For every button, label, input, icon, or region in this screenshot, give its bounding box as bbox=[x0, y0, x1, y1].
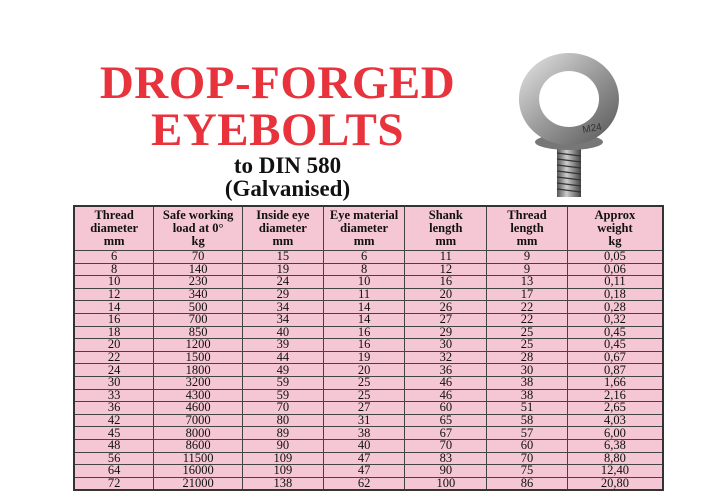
column-header-line: Approx bbox=[594, 208, 636, 222]
column-header-line: diameter bbox=[340, 221, 389, 235]
column-header: Thread diameter mm bbox=[73, 205, 155, 251]
subtitle-finish: (Galvanised) bbox=[224, 176, 351, 201]
table-row: 14 500 34 14 26 22 0,28 bbox=[73, 300, 664, 314]
table-cell: 42 bbox=[73, 413, 155, 428]
table-cell: 20,80 bbox=[566, 476, 664, 491]
column-header: Eye material diameter mm bbox=[322, 205, 406, 251]
table-cell: 140 bbox=[153, 262, 243, 277]
table-cell: 138 bbox=[241, 476, 324, 491]
table-row: 24 1800 49 20 36 30 0,87 bbox=[73, 363, 664, 377]
table-cell: 86 bbox=[486, 476, 568, 491]
table-cell: 100 bbox=[404, 476, 488, 491]
table-cell: 62 bbox=[322, 476, 406, 491]
column-header-line: mm bbox=[272, 234, 294, 248]
table-cell: 58 bbox=[486, 413, 568, 428]
table-header-row: Thread diameter mm Safe working load at 0° kg… bbox=[73, 205, 664, 251]
column-header: Thread length mm bbox=[486, 205, 568, 251]
table-row: 22 1500 44 19 32 28 0,67 bbox=[73, 350, 664, 365]
column-header-line: load at 0° bbox=[172, 221, 224, 235]
table-row: 72 21000 138 62 100 86 20,80 bbox=[73, 476, 664, 491]
table-row: 12 340 29 11 20 17 0,18 bbox=[73, 287, 664, 302]
table-cell: 17 bbox=[486, 287, 568, 302]
table-cell: 8600 bbox=[153, 438, 243, 453]
table-row: 6 70 15 6 11 9 0,05 bbox=[73, 250, 664, 264]
eyebolt-marking: M24 bbox=[582, 122, 603, 136]
column-header: Safe working load at 0° kg bbox=[153, 205, 243, 251]
column-header-line: mm bbox=[353, 234, 375, 248]
table-cell: 8,80 bbox=[566, 451, 664, 466]
table-cell: 44 bbox=[241, 350, 324, 365]
table-cell: 72 bbox=[73, 476, 155, 491]
table-cell: 1500 bbox=[153, 350, 243, 365]
table-row: 42 7000 80 31 65 58 4,03 bbox=[73, 413, 664, 428]
table-cell: 0,05 bbox=[566, 250, 664, 264]
table-cell: 12 bbox=[73, 287, 155, 302]
table-cell: 0,67 bbox=[566, 350, 664, 365]
table-row: 20 1200 39 16 30 25 0,45 bbox=[73, 338, 664, 352]
column-header: Inside eye diameter mm bbox=[241, 205, 324, 251]
table-row: 16 700 34 14 27 22 0,32 bbox=[73, 312, 664, 327]
column-header-line: kg bbox=[191, 234, 205, 248]
table-cell: 47 bbox=[322, 451, 406, 466]
table-cell: 340 bbox=[153, 287, 243, 302]
table-cell: 29 bbox=[241, 287, 324, 302]
subtitle-standard: to DIN 580 bbox=[233, 153, 342, 178]
table-cell: 0,28 bbox=[566, 300, 664, 314]
table-cell: 0,45 bbox=[566, 338, 664, 352]
table-cell: 4,03 bbox=[566, 413, 664, 428]
column-header-line: Shank bbox=[428, 208, 463, 222]
table-row: 8 140 19 8 12 9 0,06 bbox=[73, 262, 664, 277]
table-cell: 24 bbox=[73, 363, 155, 377]
column-header-line: kg bbox=[608, 234, 622, 248]
table-cell: 19 bbox=[241, 262, 324, 277]
eyebolt-spec-table: Thread diameter mm Safe working load at 0° kg… bbox=[73, 205, 664, 491]
table-cell: 7000 bbox=[153, 413, 243, 428]
table-cell: 21000 bbox=[153, 476, 243, 491]
title-line-1: DROP-FORGED bbox=[99, 57, 456, 109]
column-header-line: length bbox=[429, 221, 463, 235]
column-header-line: length bbox=[510, 221, 544, 235]
table-cell: 0,11 bbox=[566, 275, 664, 289]
eyebolt-image: M24 bbox=[518, 53, 619, 197]
table-row: 56 11500 109 47 83 70 8,80 bbox=[73, 451, 664, 466]
table-cell: 19 bbox=[322, 350, 406, 365]
column-header-line: diameter bbox=[90, 221, 139, 235]
column-header-line: mm bbox=[103, 234, 125, 248]
column-header: Approx weight kg bbox=[566, 205, 664, 251]
column-header-line: Eye material bbox=[329, 208, 399, 222]
column-header: Shank length mm bbox=[404, 205, 488, 251]
table-cell: 20 bbox=[404, 287, 488, 302]
column-header-line: mm bbox=[516, 234, 538, 248]
table-cell: 28 bbox=[486, 350, 568, 365]
table-cell: 22 bbox=[73, 350, 155, 365]
table-row: 64 16000 109 47 90 75 12,40 bbox=[73, 464, 664, 478]
column-header-line: Inside eye bbox=[256, 208, 310, 222]
title-line-2: EYEBOLTS bbox=[150, 104, 405, 156]
column-header-line: weight bbox=[597, 221, 633, 235]
table-cell: 18 bbox=[73, 325, 155, 340]
column-header-line: Thread bbox=[94, 208, 134, 222]
table-cell: 20 bbox=[73, 338, 155, 352]
table-cell: 80 bbox=[241, 413, 324, 428]
table-cell: 1800 bbox=[153, 363, 243, 377]
table-cell: 11 bbox=[322, 287, 406, 302]
table-cell: 29 bbox=[404, 325, 488, 340]
table-cell: 46 bbox=[404, 388, 488, 403]
table-cell: 65 bbox=[404, 413, 488, 428]
table-cell: 14 bbox=[322, 300, 406, 314]
table-cell: 89 bbox=[241, 426, 324, 440]
table-cell: 32 bbox=[404, 350, 488, 365]
table-cell: 31 bbox=[322, 413, 406, 428]
table-cell: 2,16 bbox=[566, 388, 664, 403]
table-cell: 38 bbox=[486, 375, 568, 390]
column-header-line: Safe working bbox=[162, 208, 234, 222]
table-cell: 59 bbox=[241, 375, 324, 390]
table-cell: 230 bbox=[153, 275, 243, 289]
title-block: DROP-FORGED EYEBOLTS to DIN 580 (Galvani… bbox=[90, 57, 465, 201]
column-header-line: Thread bbox=[507, 208, 547, 222]
table-cell: 0,18 bbox=[566, 287, 664, 302]
column-header-line: mm bbox=[435, 234, 457, 248]
column-header-line: diameter bbox=[258, 221, 307, 235]
